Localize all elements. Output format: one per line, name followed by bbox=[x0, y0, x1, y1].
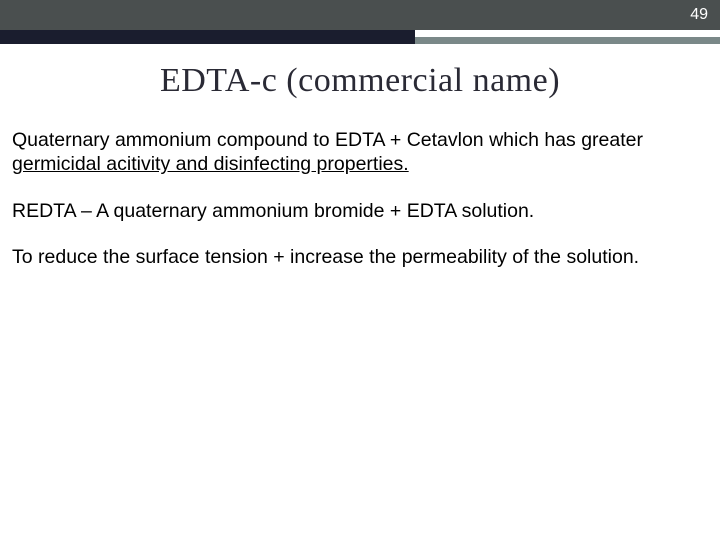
text-run: To reduce the surface tension + increase… bbox=[12, 246, 639, 268]
paragraph: REDTA – A quaternary ammonium bromide + … bbox=[12, 199, 708, 223]
slide-title: EDTA-c (commercial name) bbox=[0, 62, 720, 100]
paragraph: To reduce the surface tension + increase… bbox=[12, 245, 708, 269]
accent-line bbox=[0, 30, 720, 44]
paragraph: Quaternary ammonium compound to EDTA + C… bbox=[12, 128, 708, 177]
text-run: germicidal acitivity and disinfecting pr… bbox=[12, 153, 409, 175]
accent-left bbox=[0, 30, 415, 44]
content-area: Quaternary ammonium compound to EDTA + C… bbox=[0, 128, 720, 270]
header-band: 49 bbox=[0, 0, 720, 30]
text-run: Quaternary ammonium compound to EDTA + C… bbox=[12, 129, 643, 151]
accent-right bbox=[415, 37, 720, 44]
page-number: 49 bbox=[690, 6, 708, 24]
text-run: REDTA – A quaternary ammonium bromide + … bbox=[12, 200, 534, 222]
